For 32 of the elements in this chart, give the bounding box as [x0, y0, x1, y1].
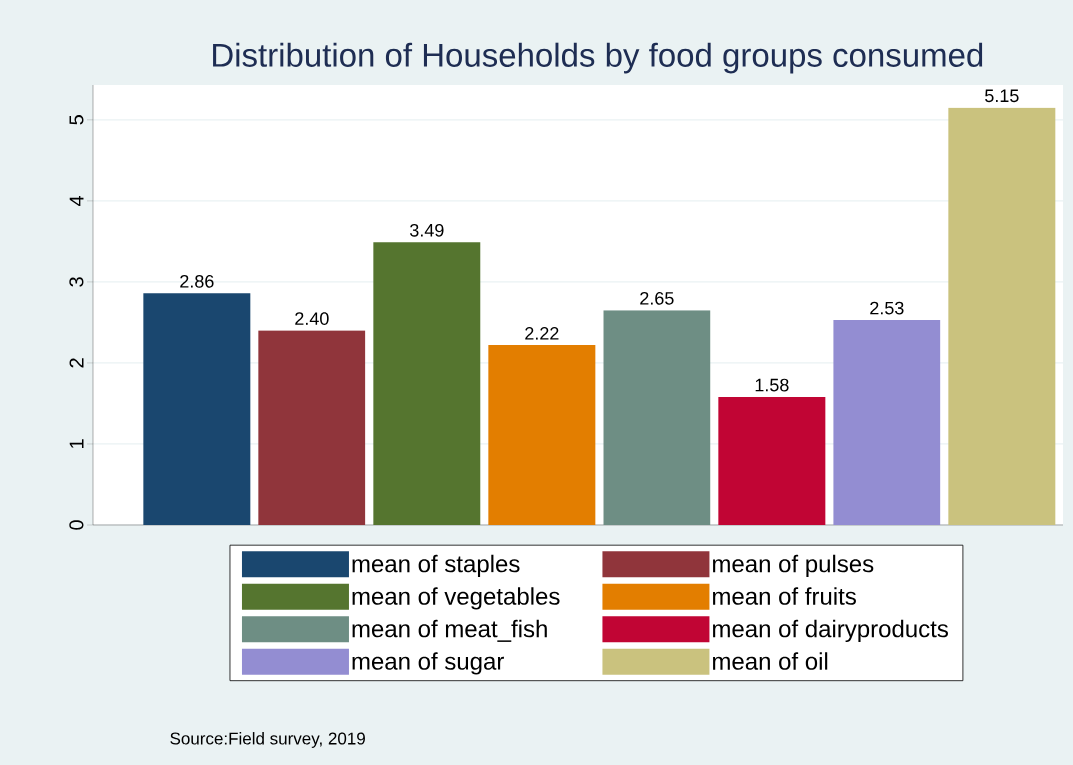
- legend-label: mean of dairyproducts: [713, 619, 948, 643]
- legend-label: mean of pulses: [713, 554, 874, 578]
- bar: [718, 396, 826, 525]
- data-label: 2.65: [640, 291, 674, 305]
- data-label: 5.15: [985, 89, 1019, 103]
- bar: [833, 319, 941, 525]
- y-tick-label: 4: [69, 195, 84, 206]
- bar: [143, 293, 251, 525]
- legend-label: mean of oil: [713, 652, 828, 670]
- bar: [603, 310, 711, 525]
- bar: [948, 107, 1056, 525]
- legend-label: mean of sugar: [352, 652, 504, 675]
- data-label: 2.86: [180, 274, 214, 288]
- legend-label: mean of vegetables: [352, 587, 560, 610]
- data-label: 2.40: [295, 312, 329, 325]
- y-tick-label: 5: [69, 115, 84, 125]
- data-label: 1.58: [755, 378, 789, 392]
- legend-label: mean of fruits: [713, 587, 856, 605]
- y-tick-label: 2: [69, 358, 84, 368]
- bar: [488, 345, 596, 525]
- data-label: 2.53: [870, 301, 904, 315]
- y-tick-label: 0: [69, 520, 84, 530]
- data-label: 3.49: [410, 223, 444, 237]
- chart-title: Distribution of Households by food groups consumed: [213, 42, 983, 74]
- y-tick-label: 3: [69, 277, 84, 287]
- bar: [373, 242, 481, 525]
- source-note: Source:Field survey, 2019: [170, 732, 365, 748]
- legend-label: mean of staples: [352, 554, 520, 578]
- y-tick-label: 1: [69, 439, 84, 448]
- data-label: 2.22: [525, 326, 559, 340]
- legend-label: mean of meat_fish: [352, 619, 547, 642]
- bar: [258, 330, 366, 525]
